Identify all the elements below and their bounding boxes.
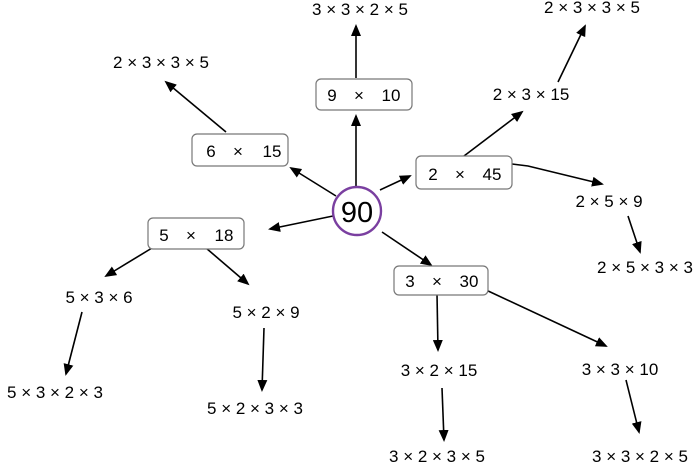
factor-box-5x18: 5 × 18 (147, 217, 245, 250)
arrow-3x30-to-3x3x10 (485, 289, 608, 347)
factor-a: 9 (327, 86, 336, 105)
arrow-2x45-to-2x3x15 (463, 110, 524, 157)
factor-op: × (233, 142, 243, 161)
factor-b: 15 (263, 142, 282, 161)
factor-b: 45 (483, 165, 502, 184)
factorization-from-6x15: 2 × 3 × 3 × 5 (113, 53, 209, 72)
factor-box-3x30: 3 × 30 (393, 265, 489, 296)
factorization-3x3x10: 3 × 3 × 10 (582, 360, 659, 379)
factor-box-outline (415, 155, 513, 190)
factor-a: 6 (206, 142, 215, 161)
arrow-2x45-to-2x5x9 (511, 163, 604, 187)
factor-a: 3 (405, 272, 414, 291)
factorization-from-9x10: 3 × 3 × 2 × 5 (312, 0, 408, 19)
root-node: 90 (331, 185, 383, 237)
arrow-2x5x9-to-product (627, 215, 642, 254)
arrow-5x18-to-5x2x9 (205, 247, 250, 286)
factor-b: 18 (215, 226, 234, 245)
prime-factorization-from-2x5x9: 2 × 5 × 3 × 3 (597, 258, 693, 277)
factor-box-outline (393, 265, 489, 296)
factor-op: × (354, 86, 364, 105)
factor-op: × (455, 165, 465, 184)
factorization-3x2x15: 3 × 2 × 15 (401, 361, 478, 380)
factor-box-6x15: 6 × 15 (191, 133, 289, 167)
factor-box-outline (315, 78, 413, 111)
factor-op: × (186, 226, 196, 245)
arrow-5x18-to-5x3x6 (104, 247, 153, 278)
level3-prime-factorizations: 2 × 3 × 3 × 5 2 × 5 × 3 × 3 5 × 3 × 2 × … (7, 0, 693, 464)
factor-box-2x45: 2 × 45 (415, 155, 513, 190)
arrow-root-to-3x30 (381, 231, 433, 267)
arrow-3x2x15-to-product (438, 387, 449, 442)
factor-b: 30 (460, 272, 479, 291)
level2-factorizations: 3 × 3 × 2 × 5 2 × 3 × 3 × 5 2 × 3 × 15 2… (65, 0, 658, 380)
arrow-root-to-6x15 (289, 166, 337, 197)
factor-op: × (432, 272, 442, 291)
factor-box-outline (191, 133, 289, 167)
arrow-6x15-to-product (164, 80, 227, 133)
factor-a: 2 (428, 165, 437, 184)
prime-factorization-from-5x2x9: 5 × 2 × 3 × 3 (207, 399, 303, 418)
factorization-5x3x6: 5 × 3 × 6 (65, 288, 132, 307)
prime-factorization-from-5x3x6: 5 × 3 × 2 × 3 (7, 383, 103, 402)
prime-factorization-from-3x2x15: 3 × 2 × 3 × 5 (389, 447, 485, 464)
factor-a: 5 (159, 226, 168, 245)
arrow-5x2x9-to-product (257, 327, 268, 392)
factorization-2x5x9: 2 × 5 × 9 (575, 192, 642, 211)
root-number: 90 (341, 197, 373, 229)
factor-b: 10 (382, 86, 401, 105)
factorization-5x2x9: 5 × 2 × 9 (232, 303, 299, 322)
arrow-2x3x15-to-product (557, 24, 586, 83)
arrow-3x3x10-to-product (625, 379, 642, 434)
factor-box-9x10: 9 × 10 (315, 78, 413, 111)
factor-box-outline (147, 217, 245, 250)
arrow-root-to-2x45 (379, 175, 412, 191)
arrow-root-to-5x18 (268, 215, 334, 232)
connector-arrows (63, 24, 642, 442)
prime-factorization-from-2x3x15: 2 × 3 × 3 × 5 (544, 0, 640, 17)
arrow-3x30-to-3x2x15 (432, 293, 443, 352)
prime-factorization-from-3x3x10: 3 × 3 × 2 × 5 (592, 447, 688, 464)
root-circle (331, 185, 383, 237)
factorization-2x3x15: 2 × 3 × 15 (493, 85, 570, 104)
arrow-5x3x6-to-product (63, 311, 83, 376)
